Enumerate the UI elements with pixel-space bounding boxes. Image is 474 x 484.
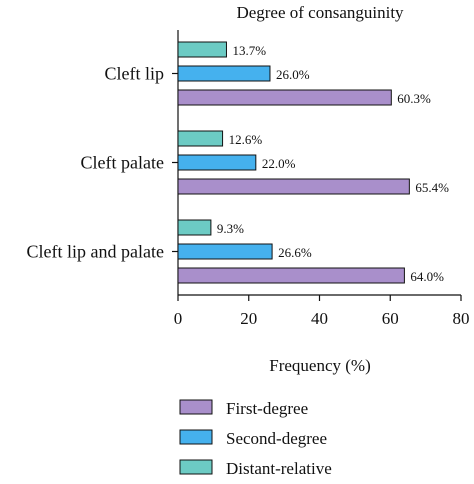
x-tick-label: 20: [240, 309, 257, 328]
bar-first-degree: [177, 267, 405, 284]
chart-title: Degree of consanguinity: [236, 3, 404, 22]
x-tick-label: 80: [453, 309, 470, 328]
data-label: 22.0%: [262, 156, 296, 171]
data-label: 13.7%: [232, 43, 266, 58]
bar-distant-relative: [177, 219, 212, 236]
legend-label: Second-degree: [226, 429, 327, 448]
legend-label: Distant-relative: [226, 459, 332, 478]
legend-swatch: [179, 459, 213, 475]
x-axis-label: Frequency (%): [269, 356, 371, 375]
legend-swatch: [179, 399, 213, 415]
bar-first-degree: [177, 178, 410, 195]
legend-label: First-degree: [226, 399, 308, 418]
plot-area: 0 20 40 60 80 Cleft lip 13.7% 26.0% 60.3% Cleft p…: [27, 30, 470, 328]
data-label: 26.0%: [276, 67, 310, 82]
data-label: 64.0%: [410, 269, 444, 284]
bar-second-degree: [177, 154, 257, 171]
data-label: 65.4%: [415, 180, 449, 195]
data-label: 26.6%: [278, 245, 312, 260]
x-tick-label: 60: [382, 309, 399, 328]
data-label: 9.3%: [217, 221, 244, 236]
category-label: Cleft lip and palate: [27, 242, 164, 262]
category-label: Cleft lip: [105, 64, 165, 84]
legend-swatch: [179, 429, 213, 445]
bar-first-degree: [177, 89, 392, 106]
category-label: Cleft palate: [81, 153, 164, 173]
legend: First-degree Second-degree Distant-relativ…: [179, 399, 332, 478]
data-label: 60.3%: [397, 91, 431, 106]
bar-distant-relative: [177, 41, 227, 58]
bar-distant-relative: [177, 130, 224, 147]
x-tick-label: 0: [174, 309, 183, 328]
bar-second-degree: [177, 243, 273, 260]
bar-second-degree: [177, 65, 271, 82]
x-tick-label: 40: [311, 309, 328, 328]
data-label: 12.6%: [229, 132, 263, 147]
